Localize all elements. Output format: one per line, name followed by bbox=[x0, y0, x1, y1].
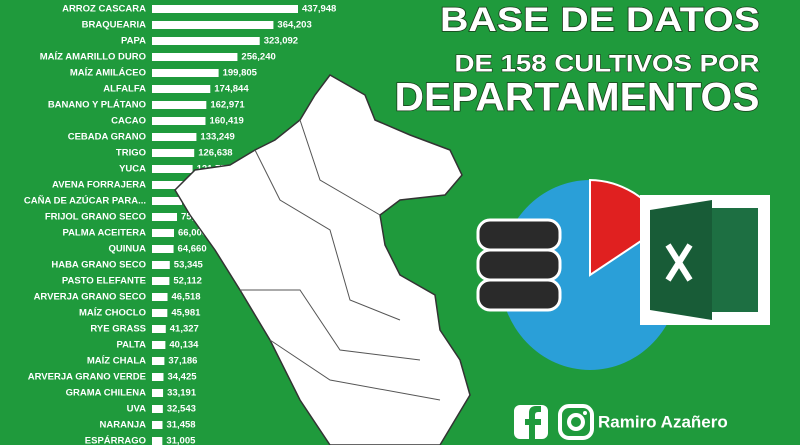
category-label: ARROZ CASCARA bbox=[62, 4, 146, 15]
category-label: QUINUA bbox=[109, 244, 147, 255]
value-label: 31,005 bbox=[166, 436, 196, 445]
category-label: PASTO ELEFANTE bbox=[62, 276, 146, 287]
value-label: 32,543 bbox=[167, 404, 196, 415]
value-label: 199,805 bbox=[223, 68, 258, 79]
bar bbox=[152, 437, 163, 445]
value-label: 126,638 bbox=[198, 148, 232, 159]
category-label: BRAQUEARIA bbox=[82, 20, 147, 31]
category-label: CACAO bbox=[111, 116, 146, 127]
map-borders bbox=[240, 119, 441, 401]
bar bbox=[152, 181, 189, 189]
category-label: PALMA ACEITERA bbox=[62, 228, 146, 239]
subtitle: DEPARTAMENTOS bbox=[395, 76, 760, 120]
bar bbox=[152, 245, 174, 253]
category-label: MAÍZ CHOCLO bbox=[79, 308, 146, 319]
bar bbox=[152, 309, 168, 317]
category-label: AVENA FORRAJERA bbox=[52, 180, 146, 191]
bar bbox=[152, 165, 193, 173]
value-label: 364,203 bbox=[277, 20, 311, 31]
bar bbox=[152, 373, 164, 381]
category-label: MAÍZ CHALA bbox=[87, 356, 146, 367]
value-label: 162,971 bbox=[210, 100, 245, 111]
value-label: 323,092 bbox=[264, 36, 298, 47]
value-label: 256,240 bbox=[241, 52, 275, 63]
category-label: CEBADA GRANO bbox=[68, 132, 146, 143]
value-label: 437,948 bbox=[302, 4, 336, 15]
bar bbox=[152, 85, 211, 93]
value-label: 53,345 bbox=[174, 260, 204, 271]
author: Ramiro Azañero bbox=[598, 412, 728, 431]
category-label: MAÍZ AMARILLO DURO bbox=[40, 52, 146, 63]
category-label: HABA GRANO SECO bbox=[51, 260, 146, 271]
bar bbox=[152, 325, 166, 333]
bar bbox=[152, 53, 238, 61]
bar bbox=[152, 149, 195, 157]
bar bbox=[152, 405, 163, 413]
bar bbox=[152, 69, 219, 77]
bar bbox=[152, 213, 178, 221]
category-label: NARANJA bbox=[100, 420, 147, 431]
bar bbox=[152, 261, 170, 269]
value-label: 40,134 bbox=[169, 340, 199, 351]
value-label: 46,518 bbox=[172, 292, 201, 303]
value-label: 174,844 bbox=[214, 84, 249, 95]
bar bbox=[152, 293, 168, 301]
bar bbox=[152, 341, 166, 349]
category-label: ALFALFA bbox=[103, 84, 146, 95]
bar bbox=[152, 421, 163, 429]
value-label: 34,425 bbox=[167, 372, 197, 383]
excel-icon bbox=[640, 195, 770, 325]
category-label: CAÑA DE AZÚCAR PARA... bbox=[24, 195, 146, 207]
category-label: ESPÁRRAGO bbox=[85, 436, 146, 445]
value-label: 41,327 bbox=[170, 324, 199, 335]
category-label: RYE GRASS bbox=[90, 324, 146, 335]
value-label: 160,419 bbox=[209, 116, 243, 127]
bar bbox=[152, 133, 197, 141]
bar bbox=[152, 277, 170, 285]
subtitle: DE 158 CULTIVOS POR bbox=[455, 50, 760, 77]
value-label: 45,981 bbox=[171, 308, 201, 319]
bar bbox=[152, 229, 175, 237]
category-label: TRIGO bbox=[116, 148, 146, 159]
social-icons bbox=[514, 404, 594, 440]
peru-map bbox=[174, 74, 471, 445]
bar bbox=[152, 21, 274, 29]
category-label: MAÍZ AMILÁCEO bbox=[70, 68, 146, 79]
category-label: GRAMA CHILENA bbox=[66, 388, 147, 399]
category-label: PALTA bbox=[116, 340, 146, 351]
category-label: UVA bbox=[127, 404, 146, 415]
value-label: 31,458 bbox=[166, 420, 195, 431]
bar bbox=[152, 389, 164, 397]
bar bbox=[152, 101, 207, 109]
value-label: 33,191 bbox=[167, 388, 197, 399]
title: BASE DE DATOS bbox=[440, 1, 760, 39]
category-label: ARVERJA GRANO SECO bbox=[34, 292, 146, 303]
bar bbox=[152, 5, 298, 13]
bar bbox=[152, 117, 206, 125]
bar bbox=[152, 197, 183, 205]
value-label: 133,249 bbox=[200, 132, 234, 143]
database-icon bbox=[476, 218, 562, 312]
category-label: ARVERJA GRANO VERDE bbox=[28, 372, 146, 383]
category-label: PAPA bbox=[121, 36, 146, 47]
value-label: 66,000 bbox=[178, 228, 207, 239]
category-label: FRIJOL GRANO SECO bbox=[45, 212, 146, 223]
value-label: 64,660 bbox=[178, 244, 207, 255]
value-label: 52,112 bbox=[173, 276, 202, 287]
bar bbox=[152, 37, 260, 45]
category-label: YUCA bbox=[119, 164, 146, 175]
category-label: BANANO Y PLÁTANO bbox=[48, 100, 146, 111]
value-label: 37,186 bbox=[168, 356, 197, 367]
bar bbox=[152, 357, 165, 365]
